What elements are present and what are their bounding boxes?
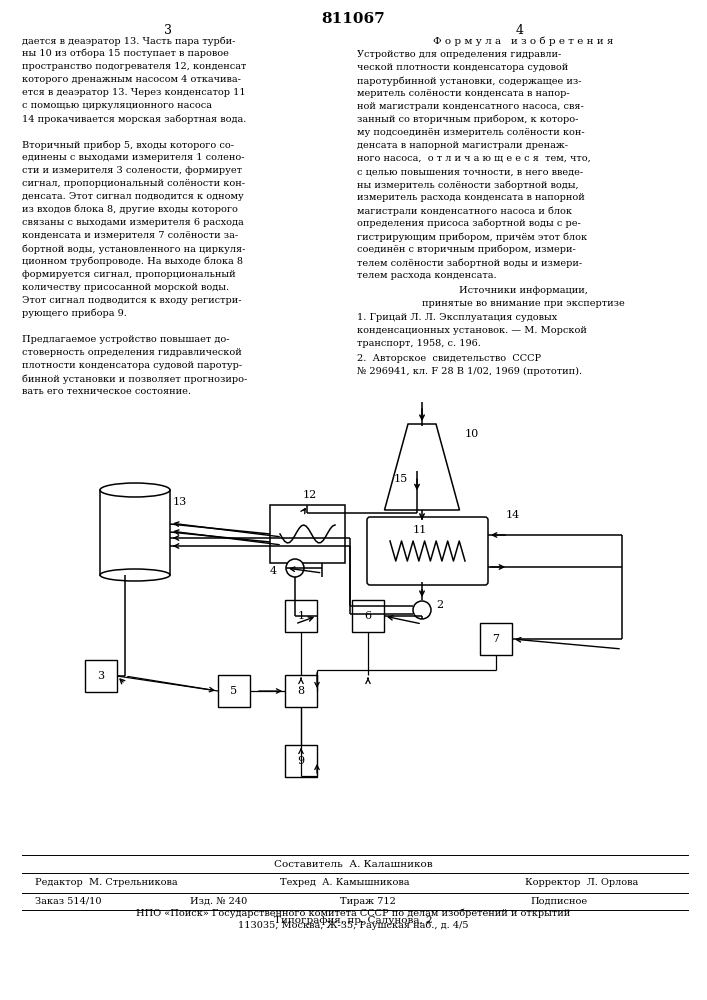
- Bar: [285, 600, 317, 632]
- Bar: [285, 675, 317, 707]
- Text: формируется сигнал, пропорциональный: формируется сигнал, пропорциональный: [22, 270, 235, 279]
- Text: ны измеритель солёности забортной воды,: ны измеритель солёности забортной воды,: [357, 180, 578, 190]
- Text: бинной установки и позволяет прогнозиро-: бинной установки и позволяет прогнозиро-: [22, 374, 247, 383]
- Text: стоверность определения гидравлической: стоверность определения гидравлической: [22, 348, 242, 357]
- Text: 15: 15: [394, 474, 408, 484]
- Polygon shape: [385, 424, 460, 510]
- Text: телем расхода конденсата.: телем расхода конденсата.: [357, 271, 496, 280]
- Text: Тираж 712: Тираж 712: [340, 897, 396, 906]
- Text: сигнал, пропорциональный солёности кон-: сигнал, пропорциональный солёности кон-: [22, 179, 245, 188]
- Text: конденсата и измерителя 7 солёности за-: конденсата и измерителя 7 солёности за-: [22, 231, 238, 240]
- Text: Техред  А. Камышникова: Техред А. Камышникова: [280, 878, 409, 887]
- Circle shape: [286, 559, 304, 577]
- Text: Предлагаемое устройство повышает до-: Предлагаемое устройство повышает до-: [22, 335, 230, 344]
- Text: связаны с выходами измерителя 6 расхода: связаны с выходами измерителя 6 расхода: [22, 218, 244, 227]
- Text: с целью повышения точности, в него введе-: с целью повышения точности, в него введе…: [357, 167, 583, 176]
- Text: 3: 3: [98, 671, 105, 681]
- Text: Корректор  Л. Орлова: Корректор Л. Орлова: [525, 878, 638, 887]
- Text: Этот сигнал подводится к входу регистри-: Этот сигнал подводится к входу регистри-: [22, 296, 242, 305]
- Text: бортной воды, установленного на циркуля-: бортной воды, установленного на циркуля-: [22, 244, 245, 253]
- Bar: [352, 600, 384, 632]
- Ellipse shape: [100, 483, 170, 497]
- Text: 14 прокачивается морская забортная вода.: 14 прокачивается морская забортная вода.: [22, 114, 246, 123]
- Bar: [218, 675, 250, 707]
- Text: Составитель  А. Калашников: Составитель А. Калашников: [274, 860, 432, 869]
- Text: измеритель расхода конденсата в напорной: измеритель расхода конденсата в напорной: [357, 193, 585, 202]
- Text: ны 10 из отбора 15 поступает в паровое: ны 10 из отбора 15 поступает в паровое: [22, 49, 229, 58]
- Text: 11: 11: [412, 525, 427, 535]
- Text: Изд. № 240: Изд. № 240: [190, 897, 247, 906]
- Text: НПО «Поиск» Государственного комитета СССР по делам изобретений и открытий: НПО «Поиск» Государственного комитета СС…: [136, 909, 570, 918]
- Text: Вторичный прибор 5, входы которого со-: Вторичный прибор 5, входы которого со-: [22, 140, 234, 149]
- Text: сти и измерителя 3 солености, формирует: сти и измерителя 3 солености, формирует: [22, 166, 242, 175]
- FancyBboxPatch shape: [367, 517, 488, 585]
- Text: Заказ 514/10: Заказ 514/10: [35, 897, 102, 906]
- Text: 4: 4: [516, 24, 524, 37]
- Text: 13: 13: [173, 497, 187, 507]
- Bar: [85, 660, 117, 692]
- Text: му подсоединён измеритель солёности кон-: му подсоединён измеритель солёности кон-: [357, 128, 585, 137]
- Text: занный со вторичным прибором, к которо-: занный со вторичным прибором, к которо-: [357, 115, 578, 124]
- Text: 8: 8: [298, 686, 305, 696]
- Text: пространство подогревателя 12, конденсат: пространство подогревателя 12, конденсат: [22, 62, 246, 71]
- Text: Редактор  М. Стрельникова: Редактор М. Стрельникова: [35, 878, 177, 887]
- Text: 10: 10: [464, 429, 479, 439]
- Text: 2.  Авторское  свидетельство  СССР: 2. Авторское свидетельство СССР: [357, 354, 541, 363]
- Text: 1. Грицай Л. Л. Эксплуатация судовых: 1. Грицай Л. Л. Эксплуатация судовых: [357, 313, 557, 322]
- Text: соединён с вторичным прибором, измери-: соединён с вторичным прибором, измери-: [357, 245, 575, 254]
- Circle shape: [413, 601, 431, 619]
- Text: ционном трубопроводе. На выходе блока 8: ционном трубопроводе. На выходе блока 8: [22, 257, 243, 266]
- Text: дается в деаэратор 13. Часть пара турби-: дается в деаэратор 13. Часть пара турби-: [22, 36, 235, 45]
- Text: определения присоса забортной воды с ре-: определения присоса забортной воды с ре-: [357, 219, 580, 229]
- Text: 3: 3: [164, 24, 172, 37]
- Text: магистрали конденсатного насоса и блок: магистрали конденсатного насоса и блок: [357, 206, 572, 216]
- Ellipse shape: [100, 569, 170, 581]
- Text: транспорт, 1958, с. 196.: транспорт, 1958, с. 196.: [357, 339, 481, 348]
- Text: которого дренажным насосом 4 откачива-: которого дренажным насосом 4 откачива-: [22, 75, 241, 84]
- Text: Ф о р м у л а   и з о б р е т е н и я: Ф о р м у л а и з о б р е т е н и я: [433, 36, 614, 45]
- Text: ной магистрали конденсатного насоса, свя-: ной магистрали конденсатного насоса, свя…: [357, 102, 584, 111]
- Text: денсата. Этот сигнал подводится к одному: денсата. Этот сигнал подводится к одному: [22, 192, 244, 201]
- Text: ческой плотности конденсатора судовой: ческой плотности конденсатора судовой: [357, 63, 568, 72]
- Text: 9: 9: [298, 756, 305, 766]
- Text: ется в деаэратор 13. Через конденсатор 11: ется в деаэратор 13. Через конденсатор 1…: [22, 88, 245, 97]
- Text: принятые во внимание при экспертизе: принятые во внимание при экспертизе: [422, 299, 625, 308]
- Text: 4: 4: [269, 566, 276, 576]
- Text: денсата в напорной магистрали дренаж-: денсата в напорной магистрали дренаж-: [357, 141, 568, 150]
- Text: единены с выходами измерителя 1 солено-: единены с выходами измерителя 1 солено-: [22, 153, 245, 162]
- Text: № 296941, кл. F 28 В 1/02, 1969 (прототип).: № 296941, кл. F 28 В 1/02, 1969 (прототи…: [357, 367, 582, 376]
- Text: 7: 7: [493, 634, 500, 644]
- Bar: [285, 745, 317, 777]
- Text: 5: 5: [230, 686, 238, 696]
- Text: 113035, Москва, Ж-35, Раушская наб., д. 4/5: 113035, Москва, Ж-35, Раушская наб., д. …: [238, 920, 468, 930]
- Text: 1: 1: [298, 611, 305, 621]
- Bar: [100, 490, 170, 575]
- Text: меритель солёности конденсата в напор-: меритель солёности конденсата в напор-: [357, 89, 570, 98]
- Text: вать его техническое состояние.: вать его техническое состояние.: [22, 387, 191, 396]
- Text: гистрирующим прибором, причём этот блок: гистрирующим прибором, причём этот блок: [357, 232, 587, 241]
- Bar: [480, 623, 512, 655]
- Text: ного насоса,  о т л и ч а ю щ е е с я  тем, что,: ного насоса, о т л и ч а ю щ е е с я тем…: [357, 154, 591, 163]
- Text: 811067: 811067: [321, 12, 385, 26]
- Text: паротурбинной установки, содержащее из-: паротурбинной установки, содержащее из-: [357, 76, 581, 86]
- Text: Источники информации,: Источники информации,: [459, 286, 588, 295]
- Text: конденсационных установок. — М. Морской: конденсационных установок. — М. Морской: [357, 326, 587, 335]
- Text: с помощью циркуляционного насоса: с помощью циркуляционного насоса: [22, 101, 212, 110]
- Text: рующего прибора 9.: рующего прибора 9.: [22, 309, 127, 318]
- Text: плотности конденсатора судовой паротур-: плотности конденсатора судовой паротур-: [22, 361, 242, 370]
- Text: 2: 2: [436, 600, 443, 610]
- Text: из входов блока 8, другие входы которого: из входов блока 8, другие входы которого: [22, 205, 238, 215]
- Text: 14: 14: [506, 510, 520, 520]
- Text: 6: 6: [364, 611, 372, 621]
- Text: Устройство для определения гидравли-: Устройство для определения гидравли-: [357, 50, 561, 59]
- Text: 12: 12: [303, 490, 317, 500]
- Text: Подписное: Подписное: [530, 897, 587, 906]
- Text: телем солёности забортной воды и измери-: телем солёности забортной воды и измери-: [357, 258, 582, 267]
- Bar: [270, 505, 345, 563]
- Text: количеству присосанной морской воды.: количеству присосанной морской воды.: [22, 283, 229, 292]
- Text: Типография, пр. Салунова, 2: Типография, пр. Салунова, 2: [274, 916, 432, 925]
